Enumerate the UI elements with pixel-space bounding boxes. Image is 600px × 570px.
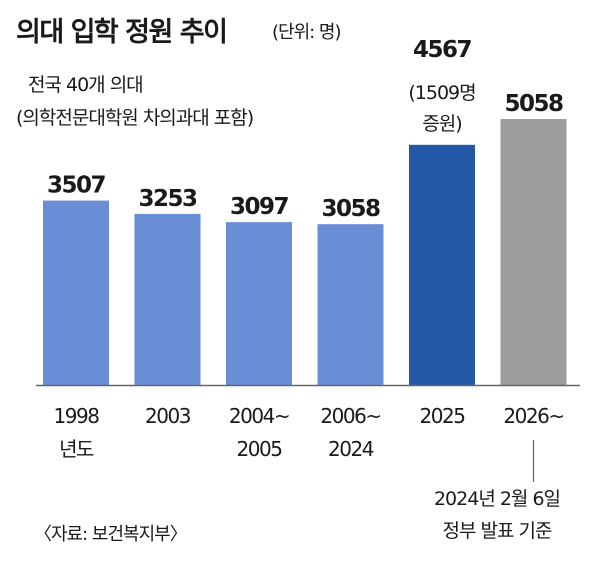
bar-1 [134,213,201,385]
value-label-4: 4567 [413,37,472,63]
unit-label: (단위: 명) [272,22,342,43]
value-label-0: 3507 [47,173,106,199]
x-tick-label-1-0: 2003 [145,404,191,428]
bar-5 [500,119,567,385]
x-tick-label-3-0: 2006~ [320,404,380,428]
x-tick-label-0-1: 년도 [59,437,94,461]
x-tick-label-0-0: 1998 [54,404,100,428]
annotation-0-line-1: 증원) [422,113,461,135]
value-label-1: 3253 [138,186,197,212]
annotation-0-line-0: (1509명 [408,82,475,104]
annotation-1-line-1: 정부 발표 기준 [443,520,552,542]
value-label-2: 3097 [230,194,289,220]
subtitle-line-2: (의학전문대학원 차의과대 포함) [16,107,254,129]
bar-0 [43,200,109,385]
x-tick-label-2-0: 2004~ [229,404,289,428]
annotation-1-line-0: 2024년 2월 6일 [434,488,560,510]
bar-2 [226,222,292,385]
bar-4 [409,144,475,385]
value-label-3: 3058 [321,196,380,222]
source-note: 〈자료: 보건복지부〉 [34,524,188,545]
x-tick-label-4-0: 2025 [420,404,465,428]
x-tick-label-5-0: 2026~ [503,404,563,428]
x-tick-label-3-1: 2024 [328,437,374,461]
subtitle-line-1: 전국 40개 의대 [28,74,144,96]
value-label-5: 5058 [504,91,563,117]
bar-3 [317,224,384,385]
x-tick-label-2-1: 2005 [237,437,282,461]
chart-title: 의대 입학 정원 추이 [16,17,228,48]
